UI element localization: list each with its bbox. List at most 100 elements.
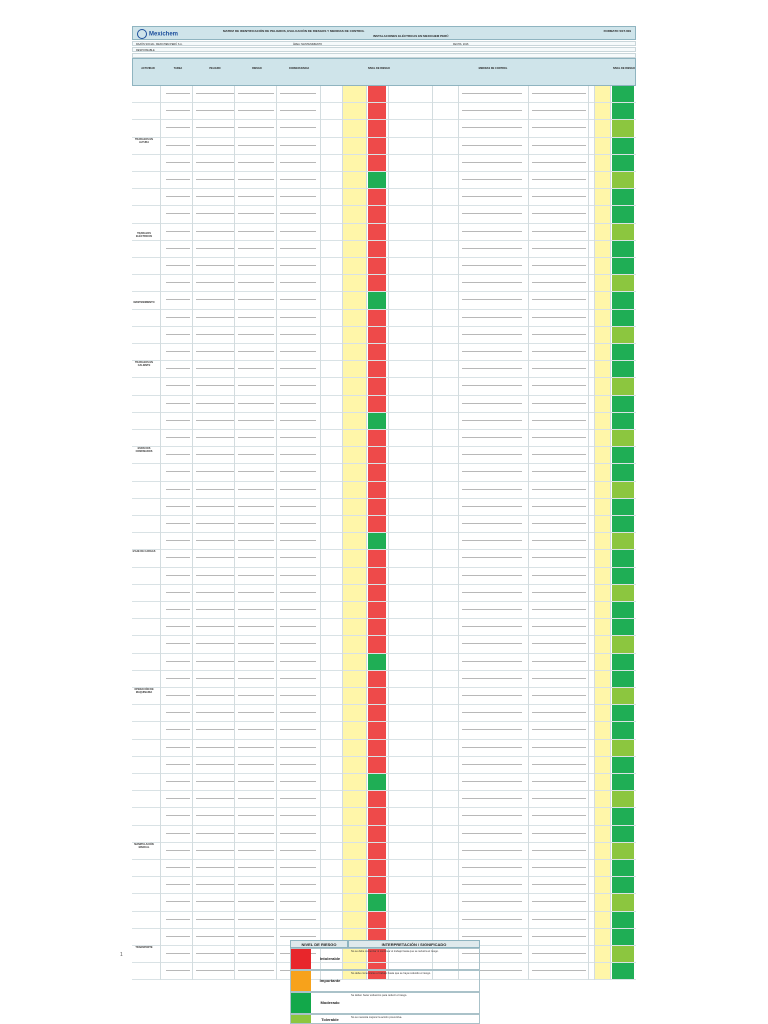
risk-level-cell — [368, 636, 386, 653]
cell-text-line — [280, 161, 316, 163]
residual-risk-cell — [612, 722, 634, 739]
cell-text-line — [166, 385, 190, 387]
cell-text-line — [196, 179, 234, 180]
probability-stripe — [342, 275, 366, 292]
residual-risk-cell — [612, 963, 634, 980]
probability-stripe — [342, 258, 366, 275]
residual-probability-stripe — [594, 550, 610, 567]
table-row — [132, 309, 636, 327]
residual-probability-stripe — [594, 430, 610, 447]
residual-probability-stripe — [594, 894, 610, 911]
legend-level-text: No se necesita mejorar la acción prevent… — [351, 1016, 403, 1019]
cell-text-line — [238, 419, 274, 421]
residual-probability-stripe — [594, 791, 610, 808]
risk-level-cell — [368, 120, 386, 137]
residual-probability-stripe — [594, 172, 610, 189]
risk-matrix-sheet: Mexichem MATRIZ DE IDENTIFICACIÓN DE PEL… — [132, 26, 636, 1016]
cell-text-line — [280, 763, 316, 765]
residual-probability-stripe — [594, 344, 610, 361]
cell-text-line — [196, 643, 234, 645]
table-row — [132, 963, 636, 981]
column-divider — [528, 86, 529, 981]
residual-risk-cell — [612, 670, 634, 687]
cell-text-line — [166, 763, 190, 765]
risk-legend: NIVEL DE RIESGO INTERPRETACIÓN / SIGNIFI… — [290, 940, 480, 1024]
cell-text-line — [196, 299, 234, 301]
probability-stripe — [342, 86, 366, 103]
risk-level-cell — [368, 481, 386, 498]
cell-text-line — [280, 746, 316, 748]
col-task: TAREA — [173, 67, 183, 70]
residual-risk-cell — [612, 120, 634, 137]
cell-text-line — [238, 454, 274, 456]
cell-text-line — [280, 729, 316, 731]
cell-text-line — [462, 351, 522, 352]
activity-group-label: IZAJE DE CARGAS — [132, 550, 156, 554]
cell-text-line — [238, 161, 274, 163]
cell-text-line — [532, 316, 586, 318]
cell-text-line — [532, 127, 586, 129]
column-divider — [192, 86, 193, 981]
residual-risk-cell — [612, 533, 634, 550]
risk-level-cell — [368, 791, 386, 808]
cell-text-line — [196, 385, 234, 387]
cell-text-line — [532, 626, 586, 628]
col-risk: RIESGO — [252, 67, 262, 70]
column-divider — [610, 86, 611, 981]
cell-text-line — [280, 471, 316, 473]
activity-group-label: MANIPULACIÓN MANUAL — [134, 842, 154, 849]
cell-text-line — [238, 144, 274, 146]
cell-text-line — [238, 523, 274, 524]
table-row — [132, 103, 636, 121]
cell-text-line — [532, 351, 586, 352]
residual-probability-stripe — [594, 378, 610, 395]
risk-level-cell — [368, 292, 386, 309]
cell-text-line — [462, 230, 522, 232]
table-row — [132, 172, 636, 190]
probability-stripe — [342, 688, 366, 705]
residual-probability-stripe — [594, 223, 610, 240]
risk-level-cell — [368, 825, 386, 842]
cell-text-line — [166, 849, 190, 851]
cell-text-line — [238, 695, 274, 696]
cell-text-line — [166, 798, 190, 800]
risk-level-cell — [368, 774, 386, 791]
table-row — [132, 894, 636, 912]
table-row — [132, 774, 636, 792]
cell-text-line — [196, 471, 234, 473]
table-row — [132, 430, 636, 448]
risk-level-cell — [368, 584, 386, 601]
risk-level-cell — [368, 670, 386, 687]
probability-stripe — [342, 619, 366, 636]
cell-text-line — [196, 660, 234, 662]
table-row — [132, 86, 636, 104]
cell-text-line — [166, 402, 190, 404]
activity-group-label: ESPACIOS CONFINADOS — [135, 447, 153, 454]
cell-text-line — [238, 368, 274, 370]
cell-text-line — [280, 935, 316, 937]
cell-text-line — [532, 867, 586, 868]
table-row — [132, 550, 636, 568]
column-divider — [276, 86, 277, 981]
cell-text-line — [462, 402, 522, 404]
cell-text-line — [166, 781, 190, 782]
cell-text-line — [196, 884, 234, 886]
cell-text-line — [196, 265, 234, 266]
residual-risk-cell — [612, 326, 634, 343]
probability-stripe — [342, 344, 366, 361]
column-divider — [458, 86, 459, 981]
cell-text-line — [280, 419, 316, 421]
cell-text-line — [166, 643, 190, 645]
residual-risk-cell — [612, 842, 634, 859]
residual-probability-stripe — [594, 464, 610, 481]
cell-text-line — [196, 213, 234, 215]
cell-text-line — [238, 351, 274, 352]
cell-text-line — [532, 282, 586, 284]
cell-text-line — [280, 884, 316, 886]
legend-level-name: Moderado — [320, 1000, 340, 1005]
probability-stripe — [342, 911, 366, 928]
cell-text-line — [238, 437, 274, 438]
cell-text-line — [238, 832, 274, 834]
cell-text-line — [280, 213, 316, 215]
cell-text-line — [462, 867, 522, 868]
